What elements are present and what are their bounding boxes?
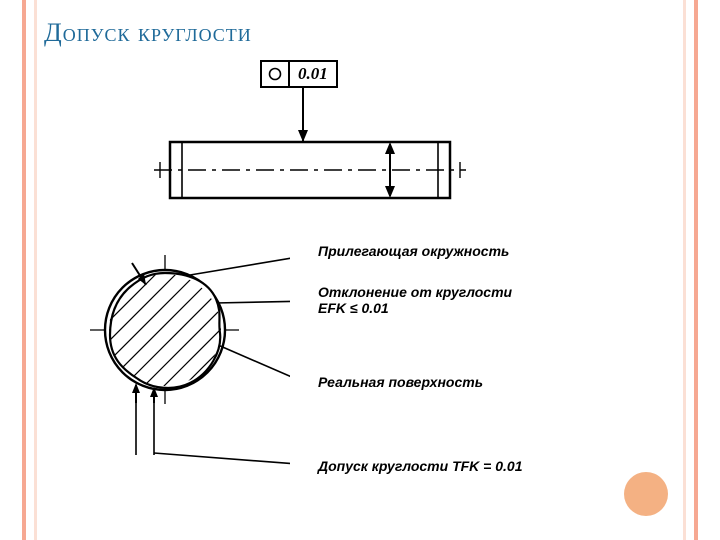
decorative-circle-icon xyxy=(624,472,668,516)
roundness-symbol-icon xyxy=(262,62,290,86)
page-title: Допуск круглости xyxy=(44,18,252,48)
section-view-drawing xyxy=(70,255,290,515)
label-deviation-l1: Отклонение от круглости xyxy=(318,284,512,300)
label-tolerance: Допуск круглости TFK = 0.01 xyxy=(318,458,522,474)
tolerance-value: 0.01 xyxy=(290,62,336,86)
tolerance-frame: 0.01 xyxy=(260,60,338,88)
diagram-area: 0.01 xyxy=(60,60,660,520)
label-deviation-l2: EFK ≤ 0.01 xyxy=(318,300,512,316)
label-real-surface: Реальная поверхность xyxy=(318,374,483,390)
label-adjacent-circle: Прилегающая окружность xyxy=(318,243,509,259)
label-deviation: Отклонение от круглости EFK ≤ 0.01 xyxy=(318,284,512,316)
top-view-drawing xyxy=(60,86,660,236)
